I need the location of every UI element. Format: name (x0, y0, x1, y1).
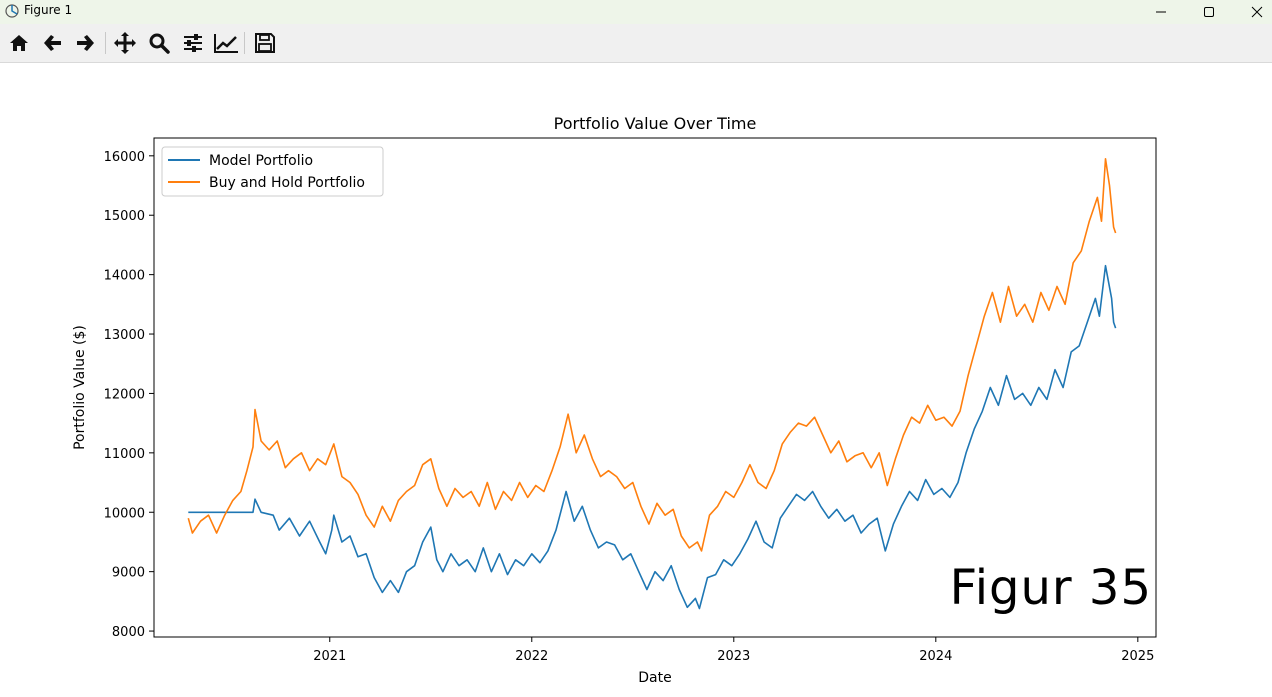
configure-subplots-icon (184, 34, 202, 52)
y-axis-label: Portfolio Value ($) (72, 325, 88, 450)
forward-button[interactable] (72, 30, 98, 56)
pan-icon (114, 32, 136, 54)
y-tick-label: 13000 (104, 328, 145, 343)
y-tick-label: 8000 (112, 625, 145, 640)
y-tick-label: 16000 (104, 150, 145, 165)
series-line-model-portfolio (188, 264, 1117, 610)
plot-frame (153, 137, 1157, 638)
chart-title: Portfolio Value Over Time (554, 114, 757, 133)
pan-button[interactable] (112, 30, 138, 56)
y-tick-label: 15000 (104, 209, 145, 224)
legend-label-buy-and-hold-portfolio: Buy and Hold Portfolio (209, 175, 365, 191)
legend-box (161, 146, 384, 197)
home-button[interactable] (6, 30, 32, 56)
y-tick-label: 9000 (112, 566, 145, 581)
figure-app-icon (5, 4, 19, 18)
minimize-button[interactable] (1138, 0, 1184, 24)
save-button[interactable] (252, 30, 278, 56)
toolbar-separator (105, 32, 106, 54)
legend-label-model-portfolio: Model Portfolio (209, 153, 313, 169)
y-tick-label: 10000 (104, 506, 145, 521)
maximize-icon (1204, 7, 1214, 17)
save-icon (255, 33, 275, 53)
window-title: Figure 1 (24, 3, 73, 17)
back-button[interactable] (40, 30, 66, 56)
close-button[interactable] (1234, 0, 1272, 24)
close-icon (1251, 6, 1263, 18)
zoom-button[interactable] (146, 30, 172, 56)
x-tick-label: 2025 (1121, 649, 1154, 664)
figure-caption-overlay: Figur 35 (949, 560, 1152, 616)
y-tick-label: 14000 (104, 269, 145, 284)
x-tick-label: 2023 (717, 649, 750, 664)
edit-axis-icon (214, 34, 238, 53)
x-tick-label: 2021 (313, 649, 346, 664)
forward-icon (77, 35, 94, 51)
maximize-button[interactable] (1186, 0, 1232, 24)
legend: Model Portfolio Buy and Hold Portfolio (161, 146, 384, 197)
y-tick-label: 11000 (104, 447, 145, 462)
home-icon (10, 35, 28, 51)
chart-canvas: 2021 2022 2023 2024 2025 8000 9000 10000 11000 12… (72, 114, 1157, 686)
navigation-toolbar (0, 24, 1272, 63)
back-icon (44, 35, 61, 51)
minimize-icon (1156, 11, 1166, 13)
x-tick-label: 2024 (919, 649, 952, 664)
window-titlebar: Figure 1 (0, 0, 1272, 24)
toolbar-separator (244, 32, 245, 54)
x-tick-label: 2022 (515, 649, 548, 664)
series-line-buy-and-hold-portfolio (187, 158, 1117, 552)
y-tick-label: 12000 (104, 387, 145, 402)
x-axis-label: Date (638, 670, 671, 686)
configure-subplots-button[interactable] (180, 30, 206, 56)
edit-axis-button[interactable] (213, 30, 239, 56)
zoom-icon (149, 33, 170, 54)
